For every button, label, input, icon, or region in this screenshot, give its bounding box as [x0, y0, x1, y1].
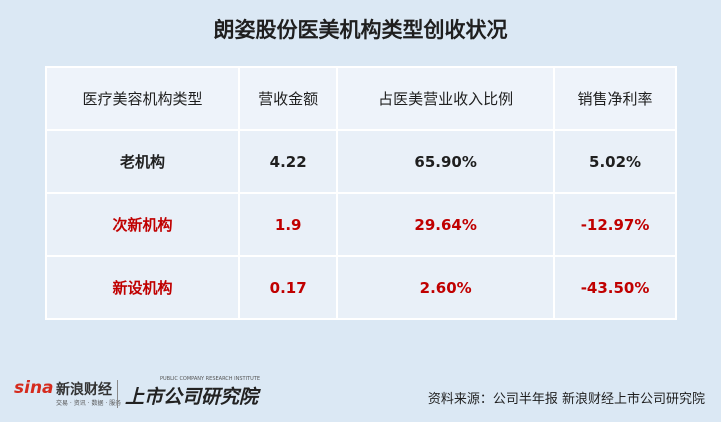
header-row: 医疗美容机构类型 营收金额 占医美营业收入比例 销售净利率: [44, 66, 677, 131]
table-cell: 1.9: [238, 192, 339, 257]
table-row: 次新机构 1.9 29.64% -12.97%: [44, 192, 677, 257]
logo-text: 上市公司研究院: [125, 386, 259, 408]
table-body: 老机构 4.22 65.90% 5.02% 次新机构 1.9 29.64% -12.97% 新设…: [44, 129, 677, 320]
logo-text: 新浪财经: [56, 382, 112, 398]
divider: [117, 380, 118, 408]
table-cell: -43.50%: [553, 255, 677, 320]
table-cell: 65.90%: [336, 129, 556, 194]
table-cell: 老机构: [44, 129, 241, 194]
column-header: 占医美营业收入比例: [336, 66, 556, 131]
column-header: 营收金额: [238, 66, 339, 131]
table-row: 新设机构 0.17 2.60% -43.50%: [44, 255, 677, 320]
logo: sina: [14, 378, 54, 398]
table-cell: 新设机构: [44, 255, 241, 320]
logo-tagline: 交易 · 资讯 · 数据 · 服务: [56, 400, 122, 407]
table-cell: 5.02%: [553, 129, 677, 194]
table: 医疗美容机构类型 营收金额 占医美营业收入比例 销售净利率 老机构 4.22 65.90%…: [44, 66, 677, 320]
table-cell: 次新机构: [44, 192, 241, 257]
title: 朗姿股份医美机构类型创收状况: [213, 18, 508, 42]
table-row: 老机构 4.22 65.90% 5.02%: [44, 129, 677, 194]
column-header: 医疗美容机构类型: [44, 66, 241, 131]
table-cell: 0.17: [238, 255, 339, 320]
table-cell: 29.64%: [336, 192, 556, 257]
column-header: 销售净利率: [553, 66, 677, 131]
table-cell: -12.97%: [553, 192, 677, 257]
source: 资料来源：公司半年报 新浪财经上市公司研究院: [427, 392, 705, 407]
logo-subtext: PUBLIC COMPANY RESEARCH INSTITUTE: [160, 376, 260, 382]
table-cell: 2.60%: [336, 255, 556, 320]
table-cell: 4.22: [238, 129, 339, 194]
